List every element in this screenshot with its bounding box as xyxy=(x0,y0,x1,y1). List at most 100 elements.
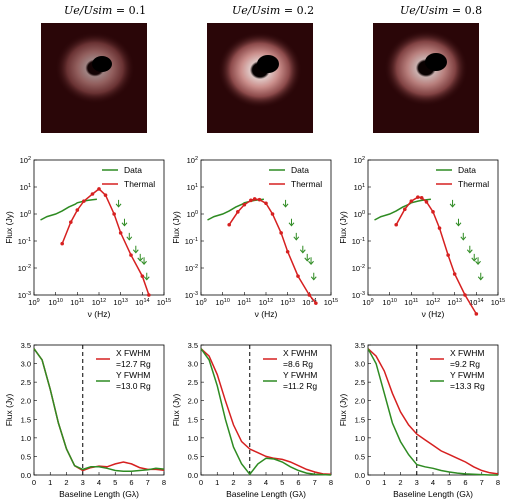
upper-limit-arrowhead xyxy=(282,203,289,208)
disk-image xyxy=(373,23,479,133)
series-line xyxy=(207,198,264,221)
x-tick-label: 5 xyxy=(113,478,117,487)
upper-limit-arrowhead xyxy=(293,236,300,241)
data-point xyxy=(403,207,407,212)
legend-label: =13.0 Rg xyxy=(116,381,151,391)
upper-limit-arrowhead xyxy=(143,276,150,281)
upper-limit-arrowhead xyxy=(137,257,144,262)
y-tick-label: 10-2 xyxy=(185,264,198,273)
image-title: Ue/Usim = 0.2 xyxy=(232,4,314,17)
y-tick-label: 3.0 xyxy=(21,360,31,369)
data-point xyxy=(474,312,479,316)
x-tick-label: 1010 xyxy=(215,298,229,307)
x-tick-label: 1013 xyxy=(113,298,127,307)
y-tick-label: 2.5 xyxy=(21,378,31,387)
y-tick-label: 3.5 xyxy=(355,341,365,350)
y-tick-label: 100 xyxy=(20,210,31,219)
series-line xyxy=(367,348,499,475)
y-tick-label: 3.0 xyxy=(188,360,198,369)
y-tick-label: 2.0 xyxy=(21,397,31,406)
series-line xyxy=(374,198,431,221)
legend-label: Y FWHM xyxy=(283,370,317,380)
data-point xyxy=(437,226,442,230)
y-tick-label: 1.0 xyxy=(188,434,198,443)
x-tick-label: 1015 xyxy=(491,298,505,307)
data-point xyxy=(60,241,64,246)
x-tick-label: 1015 xyxy=(157,298,171,307)
legend-label: Thermal xyxy=(291,179,322,189)
upper-limit-arrowhead xyxy=(477,276,484,281)
data-point xyxy=(270,212,275,216)
legend-label: =12.7 Rg xyxy=(116,359,151,369)
image-title: Ue/Usim = 0.1 xyxy=(64,4,146,17)
y-tick-label: 1.0 xyxy=(355,434,365,443)
x-tick-label: 8 xyxy=(162,478,166,487)
upper-limit-arrowhead xyxy=(449,203,456,208)
y-tick-label: 1.5 xyxy=(355,415,365,424)
x-tick-label: 0 xyxy=(366,478,370,487)
data-point xyxy=(69,220,73,224)
data-point xyxy=(463,293,467,297)
x-tick-label: 7 xyxy=(146,478,150,487)
y-tick-label: 0.0 xyxy=(21,471,31,480)
data-point xyxy=(446,253,450,257)
y-tick-label: 1.5 xyxy=(21,415,31,424)
x-tick-label: 109 xyxy=(362,298,373,307)
y-tick-label: 102 xyxy=(354,156,365,165)
x-tick-label: 3 xyxy=(248,478,252,487)
y-tick-label: 100 xyxy=(354,210,365,219)
upper-limit-arrowhead xyxy=(310,276,317,281)
x-tick-label: 1 xyxy=(48,478,52,487)
x-tick-label: 1012 xyxy=(426,298,440,307)
x-tick-label: 2 xyxy=(231,478,235,487)
y-tick-label: 100 xyxy=(187,210,198,219)
x-tick-label: 1 xyxy=(382,478,386,487)
x-tick-label: 6 xyxy=(463,478,467,487)
y-tick-label: 10-2 xyxy=(18,264,31,273)
data-point xyxy=(112,212,116,216)
x-axis-label: Baseline Length (Gλ) xyxy=(393,489,473,499)
x-tick-label: 1013 xyxy=(447,298,461,307)
series-line xyxy=(200,348,332,476)
x-tick-label: 1015 xyxy=(324,298,338,307)
data-point xyxy=(75,208,80,212)
legend-label: =9.2 Rg xyxy=(450,359,480,369)
x-tick-label: 2 xyxy=(398,478,402,487)
x-tick-label: 1014 xyxy=(469,298,483,307)
upper-limit-arrowhead xyxy=(460,236,467,241)
upper-limit-arrowhead xyxy=(126,236,133,241)
x-tick-label: 4 xyxy=(431,478,435,487)
data-point xyxy=(118,231,123,235)
x-tick-label: 7 xyxy=(480,478,484,487)
upper-limit-arrowhead xyxy=(132,249,139,254)
x-axis-label: ν (Hz) xyxy=(88,309,111,319)
x-tick-label: 6 xyxy=(129,478,133,487)
y-tick-label: 2.0 xyxy=(188,397,198,406)
upper-limit-arrowhead xyxy=(475,260,481,266)
x-tick-label: 7 xyxy=(313,478,317,487)
series-line xyxy=(33,348,165,473)
legend-label: X FWHM xyxy=(283,348,317,358)
chart-panel: 0 1 2 3 4 5 6 7 8 0.0 0.5 1.0 1.5 2.0 2.5 3.0 3.5 Baselin… xyxy=(4,341,166,499)
x-axis-label: Baseline Length (Gλ) xyxy=(226,489,306,499)
x-tick-label: 1 xyxy=(215,478,219,487)
data-point xyxy=(252,197,257,201)
y-tick-label: 2.5 xyxy=(188,378,198,387)
x-tick-label: 3 xyxy=(415,478,419,487)
chart-panel: 109 1010 1011 1012 1013 1014 101510-310-210-11… xyxy=(4,156,171,319)
x-tick-label: 1011 xyxy=(237,298,251,307)
disk-image xyxy=(41,23,147,133)
y-tick-label: 10-2 xyxy=(352,264,365,273)
legend-label: Y FWHM xyxy=(116,370,150,380)
y-tick-label: 101 xyxy=(20,183,31,192)
series-line xyxy=(61,187,150,296)
chart-panel: 109 1010 1011 1012 1013 1014 101510-310-210-11… xyxy=(171,156,338,319)
x-tick-label: 1010 xyxy=(382,298,396,307)
upper-limit-arrowhead xyxy=(115,203,122,208)
x-tick-label: 0 xyxy=(32,478,36,487)
data-point xyxy=(97,187,101,191)
data-point xyxy=(236,210,240,214)
data-point xyxy=(103,193,108,197)
x-tick-label: 1011 xyxy=(70,298,84,307)
